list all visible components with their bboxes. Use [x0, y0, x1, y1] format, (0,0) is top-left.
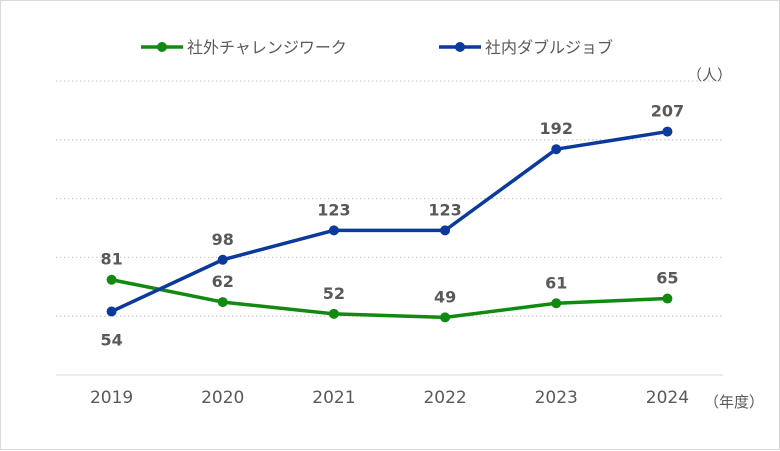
data-label: 49 [434, 287, 456, 306]
data-label: 61 [545, 273, 567, 292]
series-line [111, 278, 668, 320]
x-tick-label: 2021 [312, 388, 355, 408]
data-label: 54 [100, 330, 122, 349]
data-point [551, 298, 562, 309]
data-label: 123 [428, 200, 461, 219]
data-point [217, 297, 228, 308]
data-label: 98 [212, 230, 234, 249]
legend-marker [455, 42, 465, 52]
x-unit-label: （年度） [704, 393, 764, 411]
legend-label: 社内ダブルジョブ [485, 38, 613, 57]
y-unit-label: （人） [687, 66, 732, 84]
data-label: 62 [212, 272, 234, 291]
data-point [662, 293, 673, 304]
x-tick-label: 2019 [90, 388, 133, 408]
legend-item: 社外チャレンジワーク [141, 38, 347, 57]
x-tick-label: 2024 [646, 388, 689, 408]
data-point [106, 306, 117, 317]
data-point [440, 225, 451, 236]
data-point [217, 254, 228, 265]
legend-item: 社内ダブルジョブ [439, 38, 613, 57]
x-tick-label: 2022 [423, 388, 466, 408]
legend-label: 社外チャレンジワーク [187, 38, 347, 57]
data-point [328, 225, 339, 236]
data-label: 52 [323, 284, 345, 303]
data-label: 65 [656, 269, 678, 288]
data-label: 81 [100, 250, 122, 269]
data-point [328, 308, 339, 319]
data-point [662, 126, 673, 137]
x-tick-label: 2023 [535, 388, 578, 408]
data-label: 207 [651, 102, 684, 121]
legend-marker [157, 42, 167, 52]
data-point [551, 144, 562, 155]
data-label: 123 [317, 200, 350, 219]
data-label: 192 [540, 119, 573, 138]
x-tick-label: 2020 [201, 388, 244, 408]
data-point [440, 312, 451, 323]
data-point [106, 274, 117, 285]
series-line [110, 129, 668, 314]
